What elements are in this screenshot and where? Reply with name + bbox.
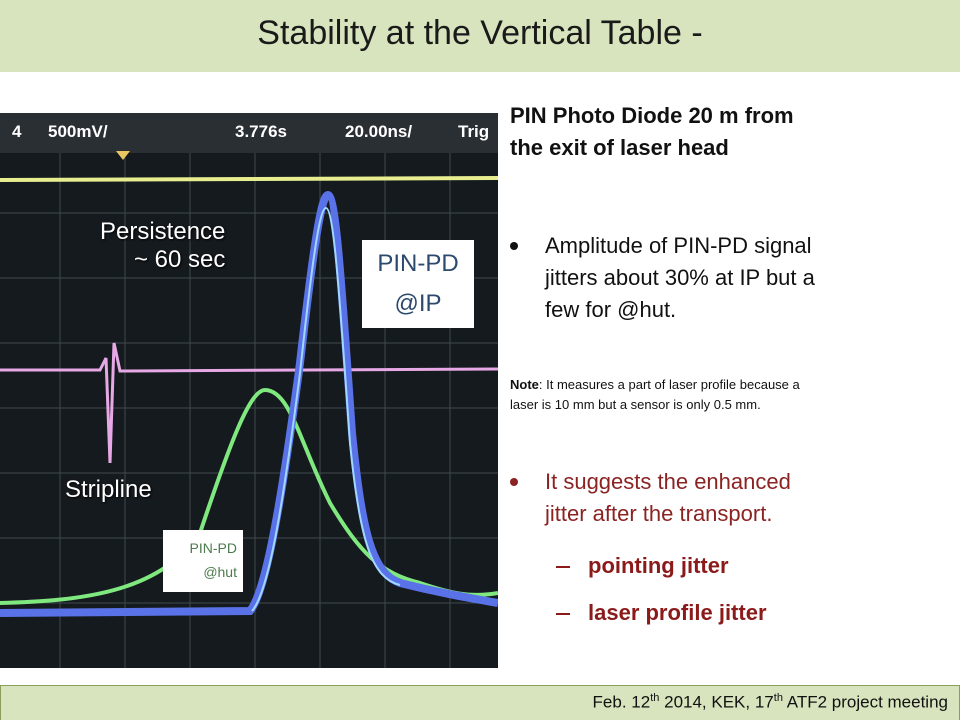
note-line: laser is 10 mm but a sensor is only 0.5 … [510, 397, 761, 412]
scope-scale: 500mV/ [48, 122, 108, 141]
bullet-line: jitters about 30% at IP but a [545, 265, 815, 290]
sub-bullet-dash [556, 613, 570, 615]
heading: PIN Photo Diode 20 m from the exit of la… [510, 100, 794, 164]
oscilloscope-photo: 4 500mV/ 3.776s 20.00ns/ Trig [0, 113, 498, 668]
label-line: Persistence [100, 218, 226, 245]
bullet-line: It suggests the enhanced [545, 469, 791, 494]
scope-trigger: Trig [458, 122, 489, 141]
title-bar [0, 0, 960, 72]
label-line: ~ 60 sec [133, 246, 226, 273]
bullet-dot [510, 478, 518, 486]
label-line: @IP [394, 290, 442, 317]
title: Stability at the Vertical Table - [257, 14, 703, 52]
footer: Feb. 12th 2014, KEK, 17th ATF2 project m… [593, 692, 948, 713]
bullet-dot [510, 242, 518, 250]
label-line: PIN-PD [377, 250, 459, 277]
footer-sup: th [650, 692, 660, 704]
footer-text: 2014, KEK, 17 [659, 692, 774, 712]
footer-bar [0, 685, 960, 720]
label-line: @hut [203, 564, 237, 580]
label-line: PIN-PD [189, 540, 237, 556]
bullet: It suggests the enhanced jitter after th… [510, 466, 791, 530]
bullet-line: Amplitude of PIN-PD signal [545, 233, 812, 258]
scope-timebase: 20.00ns/ [345, 122, 412, 141]
scope-time: 3.776s [235, 122, 287, 141]
sub-bullet-dash [556, 566, 570, 568]
heading-line: the exit of laser head [510, 135, 729, 160]
sub-bullet: pointing jitter [556, 550, 729, 582]
pin-pd-ip-label: PIN-PD @IP [362, 240, 474, 328]
footer-text: Feb. 12 [592, 692, 651, 712]
pin-pd-hut-label: PIN-PD @hut [163, 530, 243, 592]
footer-text: ATF2 project meeting [782, 692, 948, 712]
stripline-label: Stripline [65, 476, 152, 503]
heading-line: PIN Photo Diode 20 m from [510, 103, 794, 128]
sub-bullet: laser profile jitter [556, 597, 767, 629]
bullet-line: jitter after the transport. [545, 501, 773, 526]
sub-bullet-text: laser profile jitter [588, 600, 767, 625]
bullet-line: few for @hut. [545, 297, 677, 322]
bullet: Amplitude of PIN-PD signal jitters about… [510, 230, 815, 326]
sub-bullet-text: pointing jitter [588, 553, 729, 578]
note-label: Note [510, 377, 539, 392]
footer-sup: th [773, 692, 783, 704]
note-line: : It measures a part of laser profile be… [538, 377, 800, 392]
persistence-label: Persistence ~ 60 sec [100, 218, 225, 274]
scope-channel: 4 [12, 122, 22, 141]
note: Note: It measures a part of laser profil… [510, 375, 800, 415]
